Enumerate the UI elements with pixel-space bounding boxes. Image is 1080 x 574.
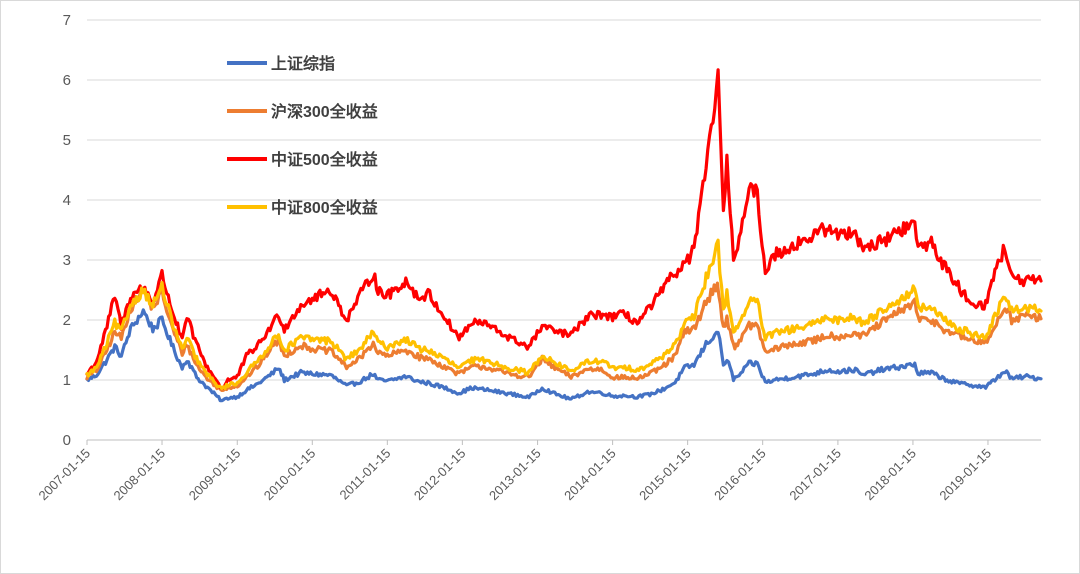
x-tick-label: 2017-01-15 [786, 446, 844, 504]
series-line-1 [85, 281, 1043, 392]
y-tick-label: 7 [63, 12, 71, 29]
series-line-0 [85, 308, 1043, 403]
legend-label: 沪深300全收益 [271, 102, 378, 121]
x-tick-label: 2009-01-15 [186, 446, 244, 504]
y-tick-label: 4 [63, 192, 71, 209]
x-tick-label: 2019-01-15 [936, 446, 994, 504]
series-line-3 [85, 238, 1043, 391]
y-tick-label: 1 [63, 372, 71, 389]
x-tick-label: 2010-01-15 [261, 446, 319, 504]
x-tick-label: 2018-01-15 [861, 446, 919, 504]
series-lines [85, 68, 1043, 403]
x-tick-label: 2011-01-15 [336, 446, 393, 503]
series-line-2 [85, 68, 1043, 391]
legend-label: 中证800全收益 [271, 198, 378, 217]
y-tick-label: 2 [63, 312, 71, 329]
y-tick-label: 0 [63, 432, 71, 449]
x-tick-label: 2016-01-15 [711, 446, 769, 504]
legend-label: 中证500全收益 [271, 150, 378, 169]
x-tick-label: 2014-01-15 [561, 446, 619, 504]
x-tick-label: 2007-01-15 [35, 446, 93, 504]
x-tick-label: 2012-01-15 [411, 446, 469, 504]
gridlines [87, 19, 1041, 381]
legend-label: 上证综指 [271, 54, 335, 73]
y-tick-label: 5 [63, 132, 71, 149]
x-tick-label: 2008-01-15 [111, 446, 169, 504]
y-tick-label: 3 [63, 252, 71, 269]
x-tick-label: 2013-01-15 [486, 446, 544, 504]
x-tick-label: 2015-01-15 [636, 446, 694, 504]
y-tick-label: 6 [63, 72, 71, 89]
axes: 0 1 2 3 4 5 6 7 2007-01-15 2008-01-15 2009-01-15 20… [35, 12, 1041, 503]
